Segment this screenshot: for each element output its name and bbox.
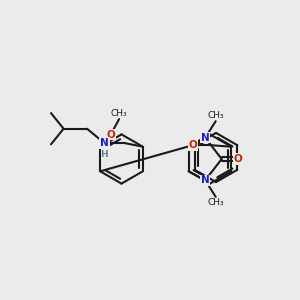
Text: O: O (188, 140, 197, 150)
Text: CH₃: CH₃ (207, 111, 224, 120)
Text: O: O (234, 154, 243, 164)
Text: O: O (106, 130, 115, 140)
Text: N: N (201, 133, 210, 143)
Text: CH₃: CH₃ (111, 109, 128, 118)
Text: N: N (201, 175, 210, 185)
Text: CH₃: CH₃ (207, 198, 224, 207)
Text: N: N (100, 138, 109, 148)
Text: H: H (100, 150, 108, 159)
